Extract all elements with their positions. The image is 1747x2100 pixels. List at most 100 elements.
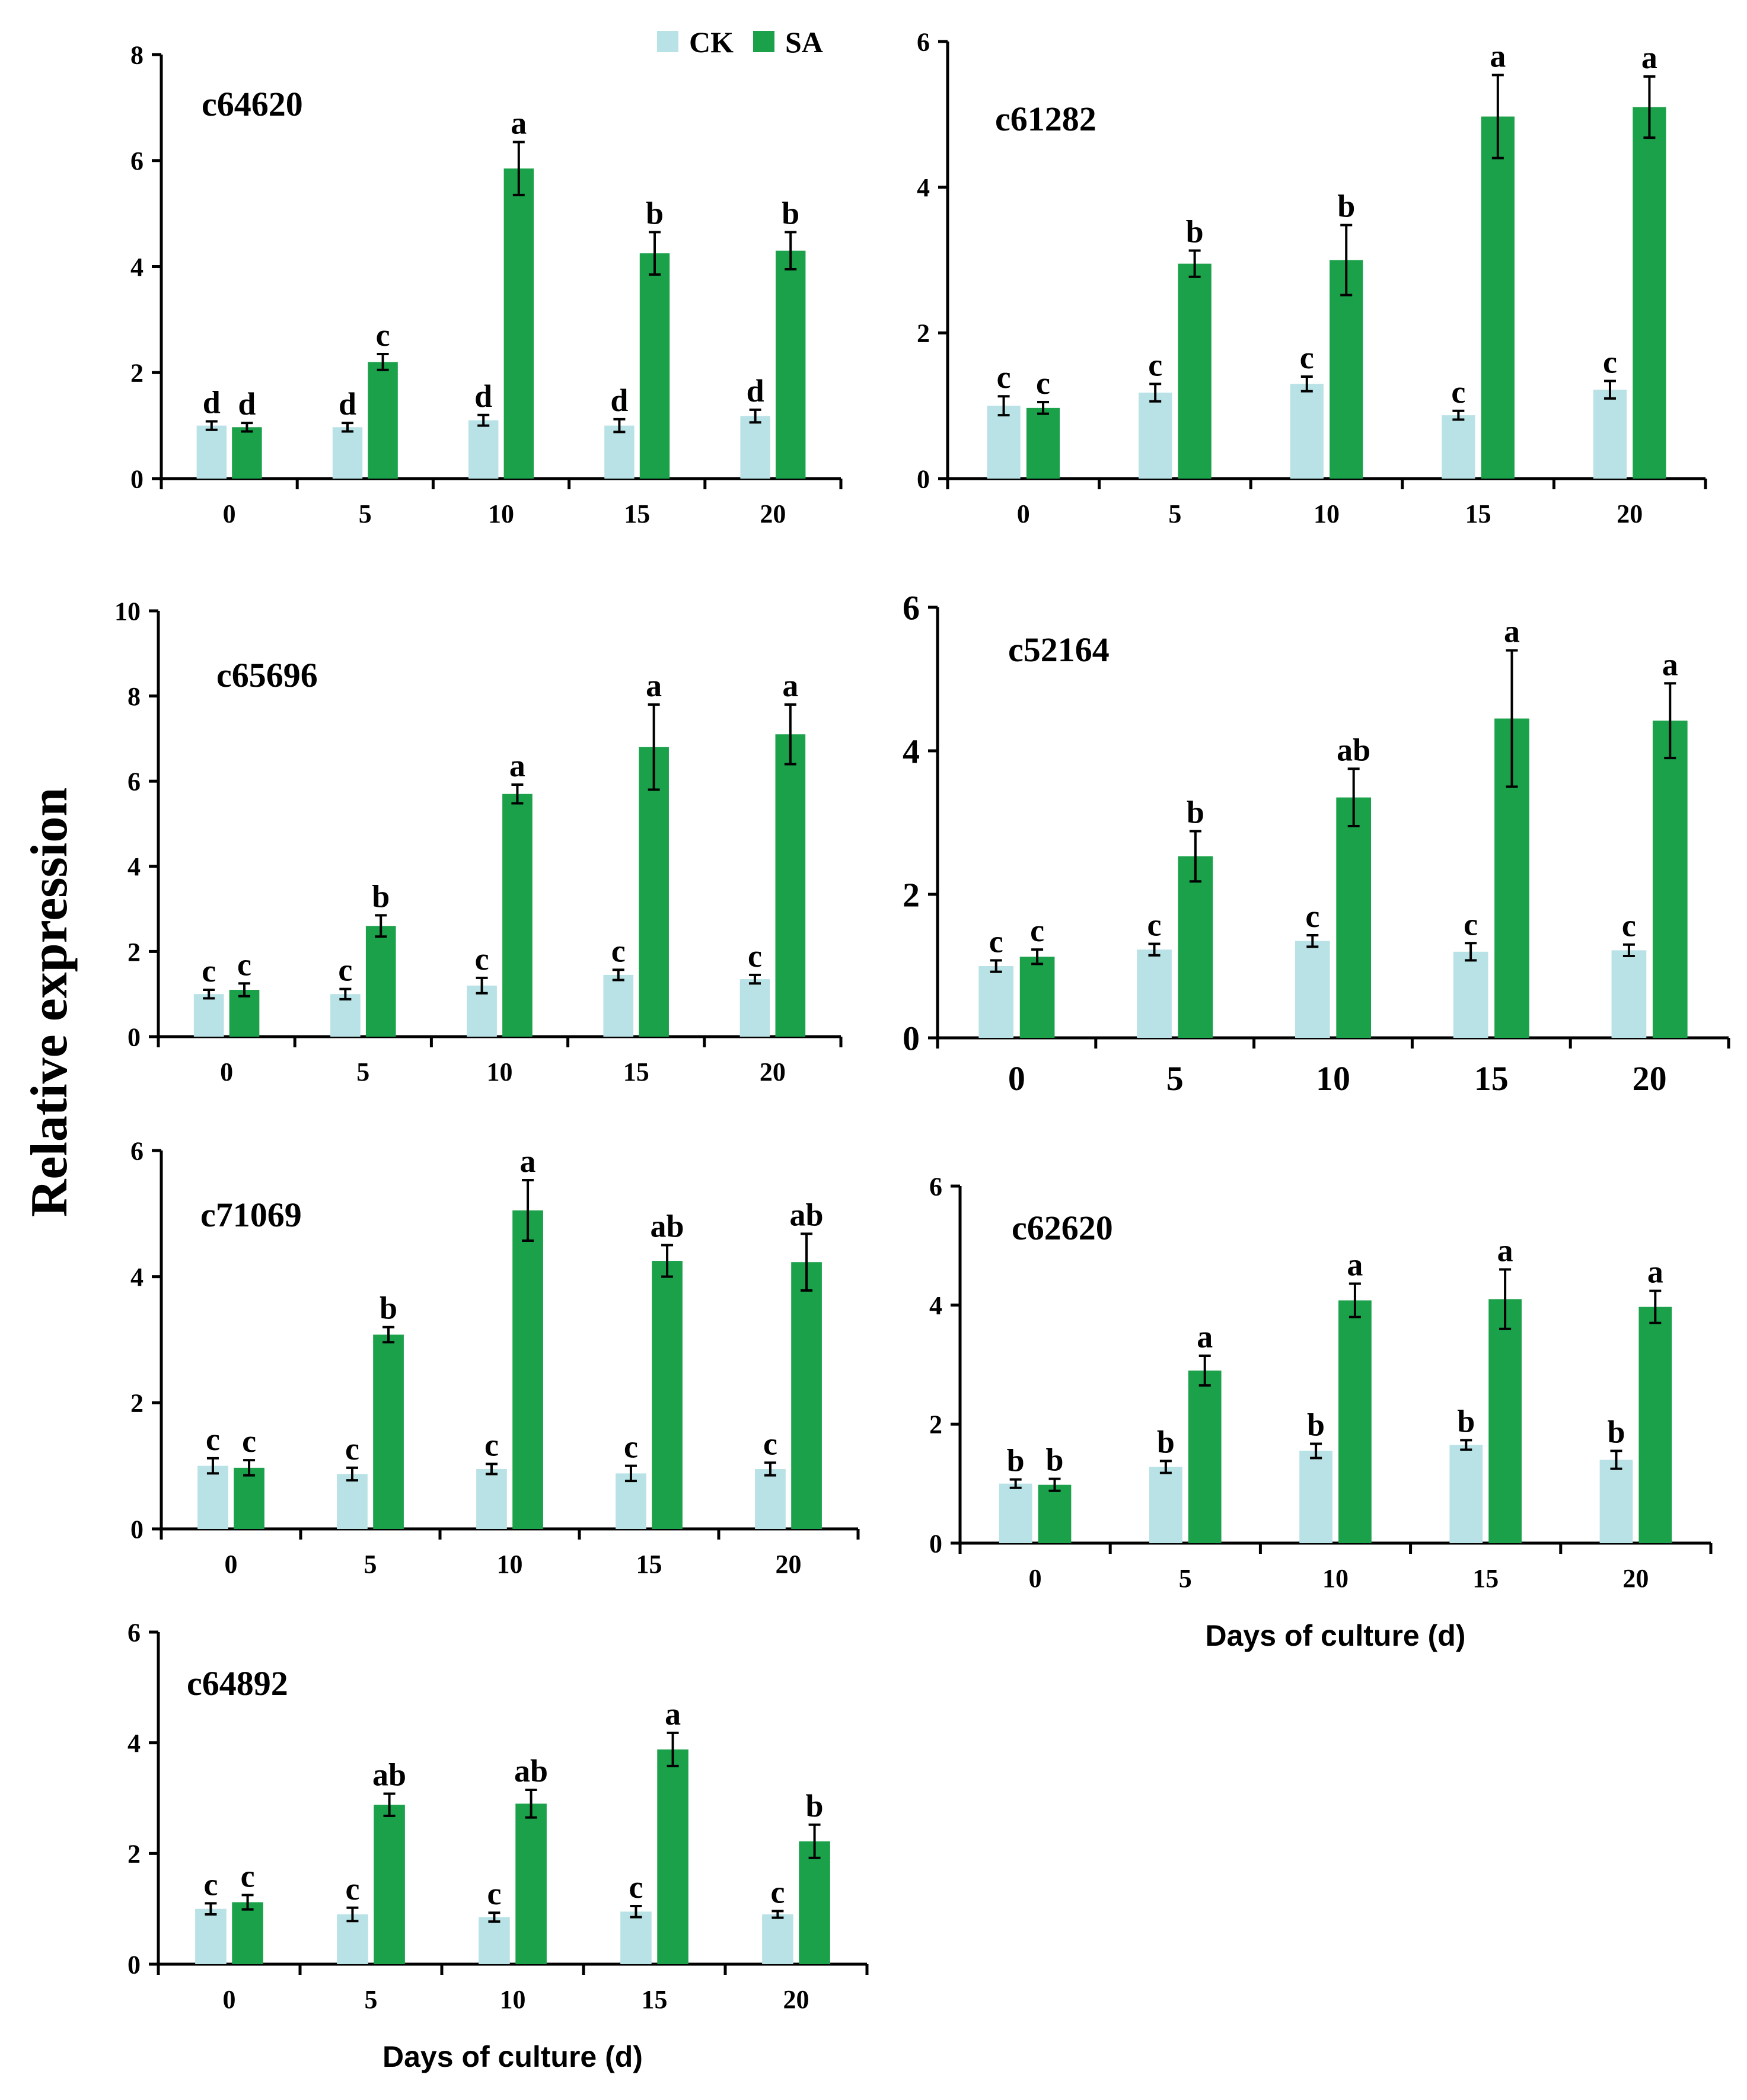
significance-letter: b — [1607, 1414, 1625, 1449]
significance-letter: b — [1337, 189, 1355, 224]
bar-ck-5 — [332, 427, 363, 479]
significance-letter: a — [511, 105, 527, 141]
x-tick-label: 5 — [1168, 499, 1181, 528]
x-axis-label: Days of culture (d) — [382, 2040, 643, 2073]
x-tick-label: 15 — [636, 1550, 662, 1579]
significance-letter: b — [1157, 1425, 1175, 1460]
panel-title: c64620 — [202, 85, 303, 123]
x-tick-label: 20 — [1617, 499, 1643, 528]
bar-sa-10 — [1338, 1300, 1372, 1543]
significance-letter: c — [206, 1422, 220, 1457]
bar-sa-0 — [1038, 1484, 1072, 1543]
bar-sa-5 — [373, 1334, 404, 1529]
x-tick-label: 0 — [225, 1550, 238, 1579]
x-tick-label: 5 — [1179, 1564, 1192, 1593]
significance-letter: d — [747, 373, 764, 409]
significance-letter: a — [509, 748, 525, 783]
significance-letter: c — [241, 1858, 255, 1894]
x-tick-label: 10 — [500, 1985, 526, 2014]
significance-letter: c — [1300, 340, 1314, 375]
bar-sa-5 — [1178, 263, 1212, 479]
bar-ck-15 — [1453, 951, 1488, 1038]
x-tick-label: 15 — [642, 1985, 668, 2014]
bar-ck-15 — [604, 425, 635, 479]
y-tick-label: 2 — [127, 1840, 141, 1869]
significance-letter: a — [1647, 1254, 1663, 1290]
significance-letter: c — [770, 1874, 785, 1910]
panel-title: c61282 — [995, 100, 1096, 138]
significance-letter: d — [238, 386, 256, 422]
significance-letter: b — [1007, 1443, 1025, 1478]
panel-title: c64892 — [187, 1664, 288, 1703]
significance-letter: c — [748, 938, 762, 974]
y-tick-label: 8 — [130, 40, 144, 69]
bar-sa-20 — [799, 1841, 830, 1964]
bar-sa-5 — [365, 926, 396, 1037]
bar-sa-10 — [512, 1210, 543, 1529]
x-tick-label: 20 — [1633, 1059, 1667, 1098]
bar-ck-20 — [762, 1914, 793, 1964]
panel-title: c62620 — [1012, 1209, 1113, 1247]
bar-sa-20 — [775, 250, 806, 479]
significance-letter: c — [202, 953, 216, 989]
bar-sa-20 — [775, 734, 806, 1037]
significance-letter: c — [487, 1876, 501, 1911]
y-tick-label: 6 — [929, 1172, 942, 1201]
bar-ck-0 — [197, 1465, 228, 1529]
x-tick-label: 10 — [1322, 1564, 1348, 1593]
y-tick-label: 6 — [903, 588, 920, 627]
significance-letter: b — [782, 195, 799, 231]
significance-letter: c — [484, 1427, 499, 1462]
significance-letter: c — [1451, 374, 1465, 410]
significance-letter: b — [1187, 795, 1204, 830]
x-tick-label: 10 — [488, 499, 514, 528]
bar-ck-20 — [1611, 950, 1647, 1038]
bar-ck-10 — [476, 1468, 507, 1529]
significance-letter: a — [1197, 1319, 1213, 1355]
bar-ck-5 — [1139, 393, 1172, 479]
y-tick-label: 6 — [130, 146, 144, 176]
bar-ck-15 — [1442, 415, 1475, 479]
x-tick-label: 15 — [1472, 1564, 1499, 1593]
legend-swatch-sa — [753, 31, 774, 52]
significance-letter: a — [646, 668, 662, 703]
significance-letter: ab — [514, 1753, 548, 1789]
bar-ck-5 — [337, 1914, 368, 1964]
y-tick-label: 6 — [127, 767, 141, 796]
x-tick-label: 0 — [1017, 499, 1030, 528]
bar-ck-0 — [193, 994, 224, 1037]
significance-letter: a — [520, 1143, 536, 1179]
y-tick-label: 8 — [127, 682, 141, 711]
bar-sa-5 — [1178, 856, 1213, 1038]
significance-letter: c — [629, 1869, 643, 1905]
bar-sa-20 — [1633, 107, 1666, 479]
significance-letter: b — [1186, 214, 1204, 250]
significance-letter: c — [1464, 906, 1478, 942]
bar-ck-10 — [468, 420, 499, 479]
bar-ck-20 — [740, 416, 770, 479]
bar-ck-5 — [1137, 949, 1172, 1038]
x-tick-label: 10 — [487, 1057, 513, 1086]
y-tick-label: 6 — [127, 1618, 141, 1647]
significance-letter: c — [203, 1866, 218, 1902]
significance-letter: a — [1662, 646, 1678, 682]
y-tick-label: 6 — [130, 1136, 144, 1165]
figure-ylabel: Relative expression — [21, 788, 78, 1217]
y-tick-label: 2 — [929, 1410, 942, 1439]
bar-sa-15 — [639, 253, 670, 479]
significance-letter: c — [1603, 344, 1617, 380]
x-tick-label: 0 — [220, 1057, 233, 1086]
bar-sa-20 — [1652, 721, 1688, 1038]
significance-letter: b — [380, 1290, 397, 1326]
bar-ck-5 — [337, 1474, 368, 1529]
y-tick-label: 0 — [917, 464, 930, 493]
x-tick-label: 20 — [760, 499, 786, 528]
bar-sa-10 — [503, 168, 534, 479]
